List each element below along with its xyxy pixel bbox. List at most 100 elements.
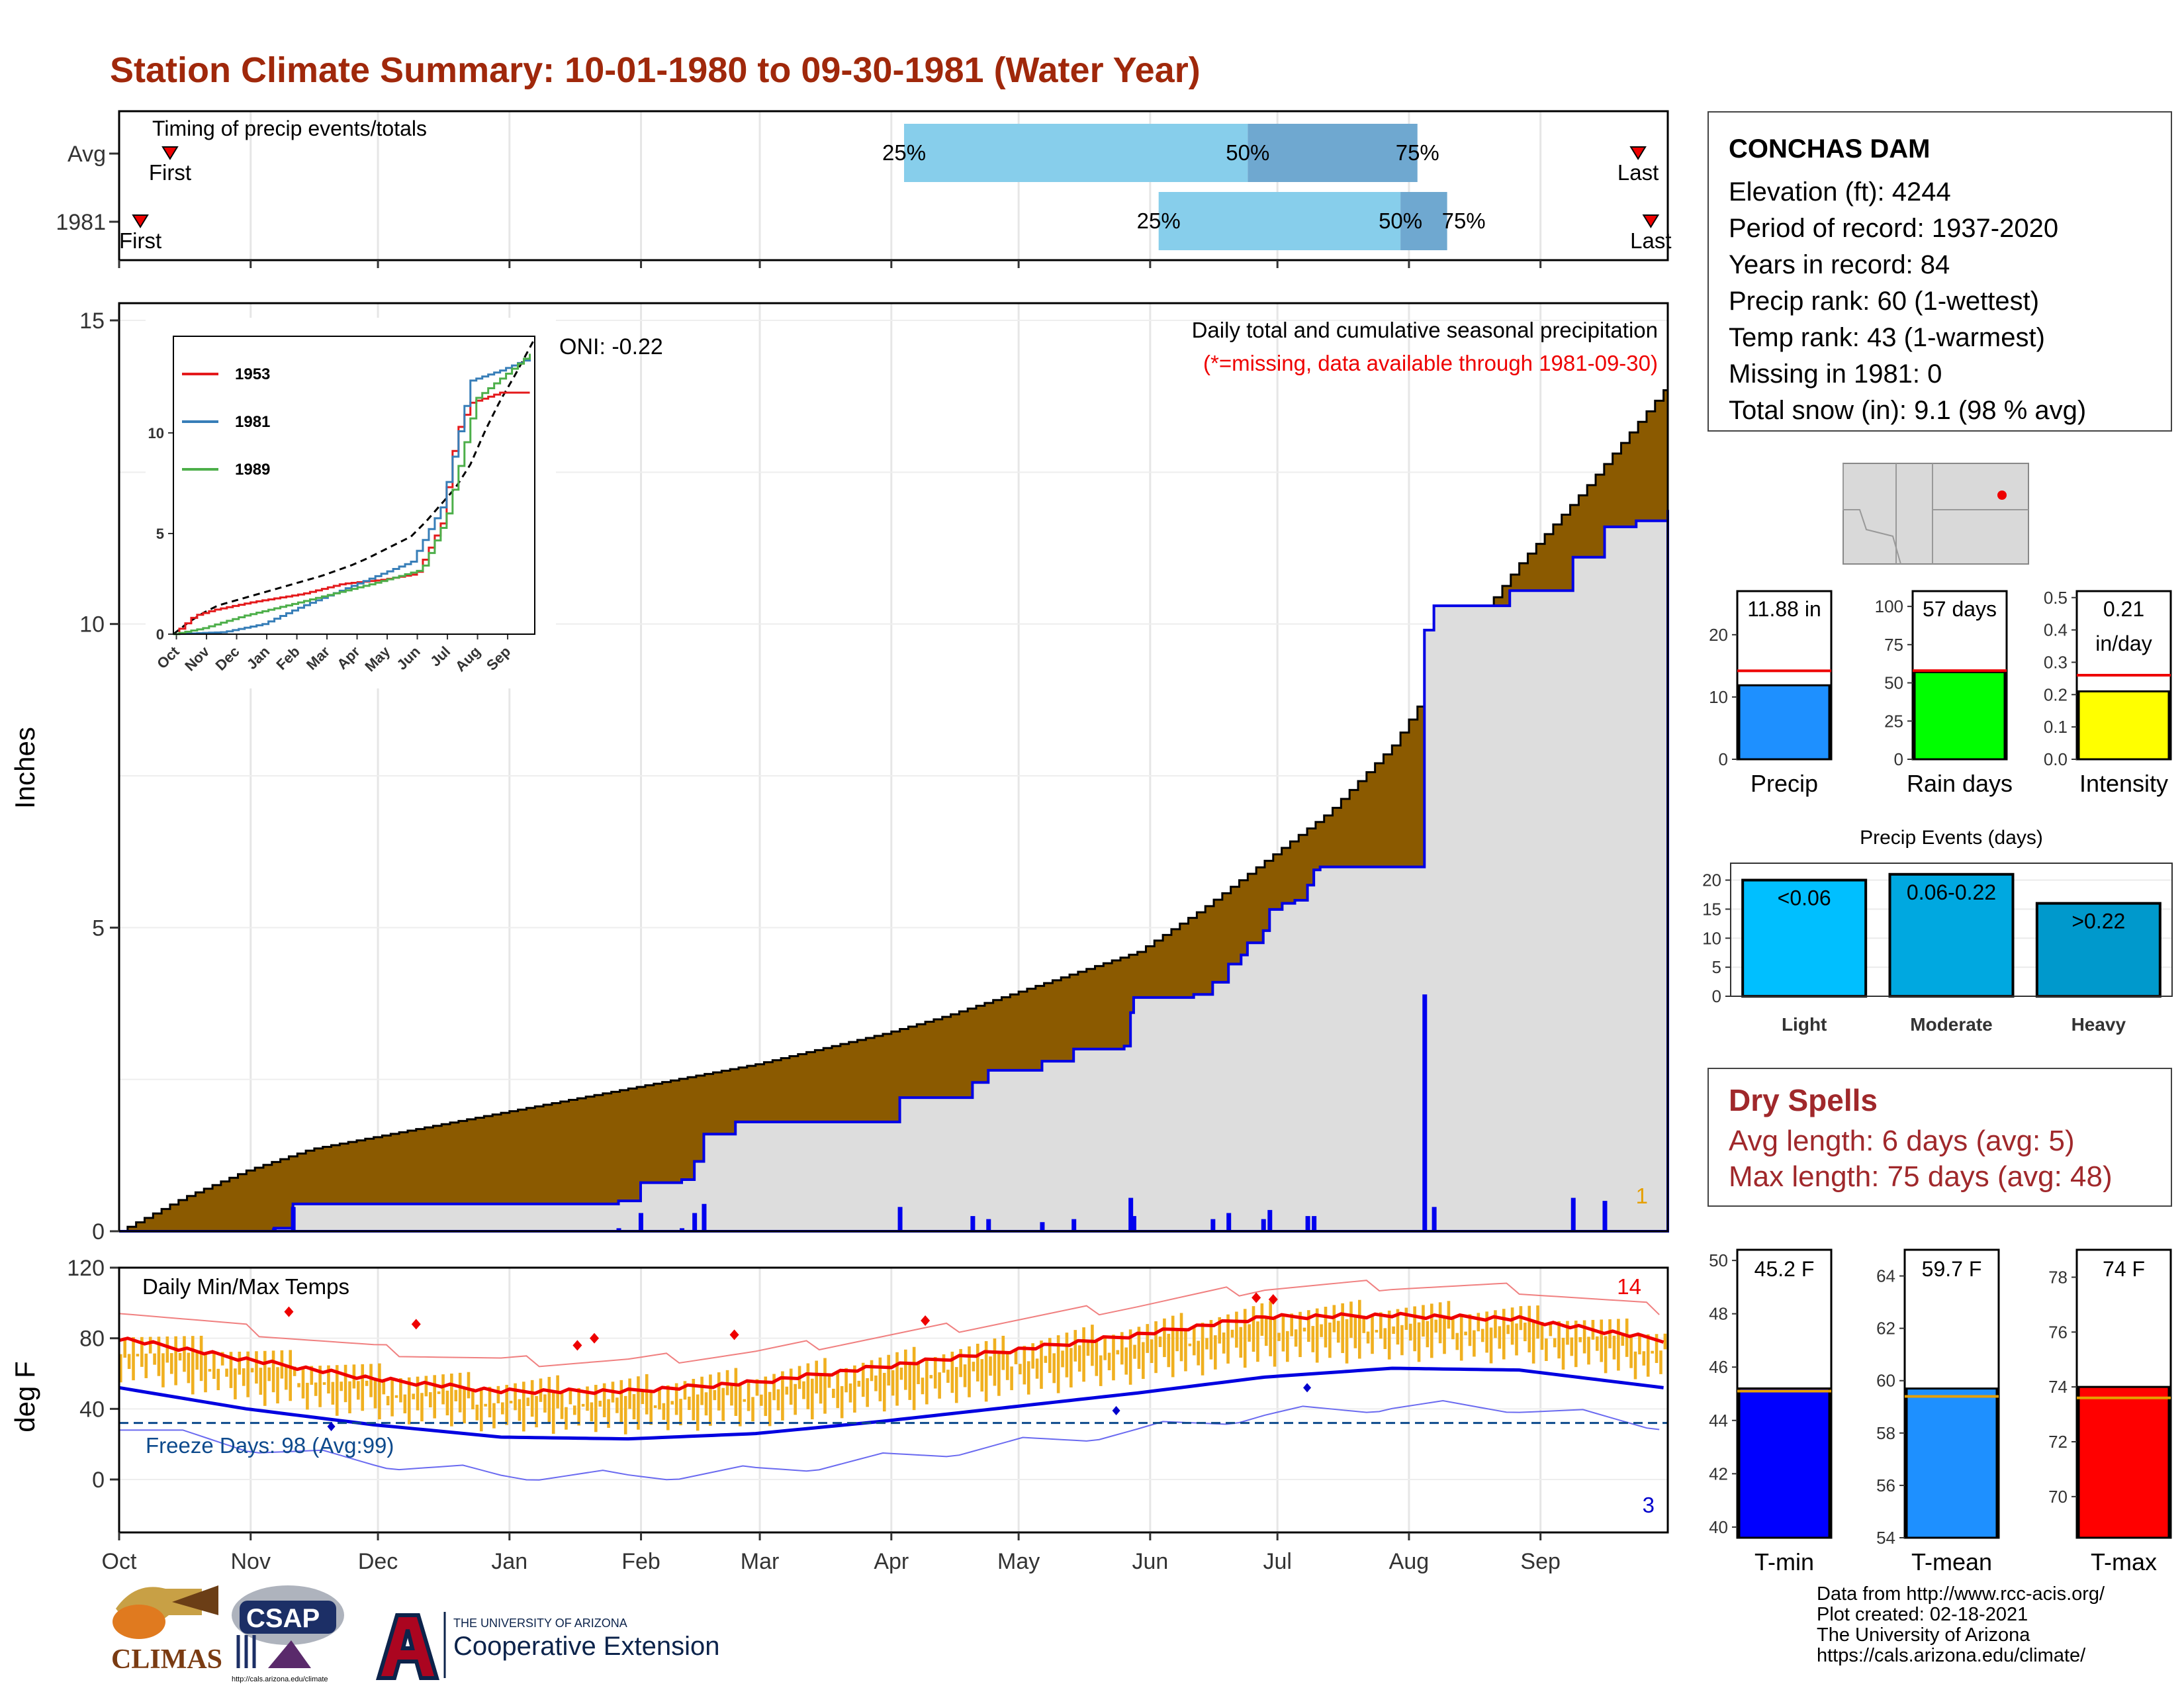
- temp-bar-tick-label: 74: [2048, 1377, 2068, 1397]
- daily-temp-bar: [1256, 1321, 1259, 1362]
- daily-temp-bar: [1277, 1333, 1281, 1341]
- events-category: Light: [1782, 1014, 1827, 1035]
- inset-y-label: 10: [148, 425, 164, 442]
- daily-temp-bar: [802, 1381, 805, 1399]
- daily-temp-bar: [1044, 1356, 1048, 1363]
- daily-temp-bar: [586, 1386, 589, 1411]
- daily-temp-bar: [225, 1368, 228, 1377]
- mini-bar-tick-label: 0.2: [2044, 684, 2068, 704]
- daily-temp-bar: [878, 1357, 882, 1401]
- daily-temp-bar: [1205, 1338, 1208, 1350]
- temp-bar-tick-label: 64: [1876, 1266, 1895, 1286]
- figure-title: Station Climate Summary: 10-01-1980 to 0…: [110, 50, 1201, 90]
- daily-temp-bar: [276, 1367, 279, 1404]
- daily-precip-bar: [970, 1216, 976, 1231]
- daily-temp-bar: [340, 1382, 343, 1391]
- daily-temp-bar: [739, 1383, 742, 1427]
- daily-temp-bar: [327, 1365, 330, 1394]
- daily-temp-bar: [174, 1336, 177, 1385]
- daily-temp-bar: [1010, 1366, 1013, 1391]
- daily-temp-bar: [1527, 1305, 1531, 1352]
- temp-bar-value-label: 59.7 F: [1922, 1257, 1982, 1281]
- daily-temp-bar: [755, 1379, 759, 1396]
- daily-temp-bar: [1218, 1317, 1222, 1344]
- inset-legend-label: 1989: [235, 461, 270, 479]
- ua-top-text: THE UNIVERSITY OF ARIZONA: [453, 1617, 627, 1630]
- daily-temp-bar: [1158, 1336, 1162, 1347]
- daily-temp-bar: [1188, 1343, 1192, 1346]
- record-high-marker: [921, 1315, 931, 1326]
- daily-temp-bar: [1366, 1331, 1370, 1344]
- daily-temp-bar: [463, 1389, 466, 1424]
- temp-panel: 0 40 80 120 deg F Daily Min/Max Temps Freez…: [9, 1256, 1669, 1534]
- daily-temp-bar: [954, 1367, 958, 1403]
- daily-temp-bar: [1617, 1319, 1620, 1371]
- timing-panel: Avg 25% 50% 75% First Last 1981 25% 50% 75% First L…: [56, 110, 1672, 261]
- daily-temp-bar: [1184, 1328, 1187, 1372]
- credits: Data from http://www.rcc-acis.org/ Plot …: [1817, 1584, 2105, 1666]
- daily-temp-bar: [475, 1404, 479, 1421]
- daily-temp-bar: [403, 1394, 407, 1414]
- daily-temp-bar: [840, 1385, 844, 1419]
- daily-temp-bar: [1005, 1351, 1009, 1380]
- daily-temp-bar: [904, 1349, 907, 1390]
- daily-temp-bar: [1243, 1309, 1247, 1368]
- daily-temp-bar: [467, 1372, 471, 1399]
- daily-temp-bar: [1515, 1323, 1518, 1356]
- daily-temp-bar: [891, 1370, 895, 1396]
- daily-temp-bar: [1248, 1324, 1251, 1342]
- daily-temp-bar: [1069, 1348, 1073, 1387]
- timing-p25-label: 25%: [1137, 209, 1181, 233]
- daily-temp-bar: [1095, 1340, 1099, 1376]
- daily-temp-bar: [1443, 1318, 1446, 1354]
- daily-temp-bar: [598, 1401, 602, 1407]
- daily-temp-bar: [963, 1364, 967, 1387]
- daily-temp-bar: [1311, 1326, 1315, 1352]
- daily-temp-bar: [373, 1380, 377, 1409]
- temp-bar-tick-label: 50: [1709, 1250, 1728, 1270]
- daily-temp-bar: [1298, 1311, 1302, 1358]
- daily-temp-bar: [357, 1381, 360, 1400]
- daily-temp-bar: [1387, 1310, 1391, 1360]
- record-high-marker: [284, 1306, 294, 1317]
- mini-bar-tick-label: 0: [1719, 749, 1728, 769]
- daily-temp-bar: [832, 1388, 835, 1398]
- daily-temp-bar: [1209, 1320, 1213, 1360]
- mini-bar-tick-label: 100: [1875, 596, 1903, 616]
- mini-bar-value-label: 11.88 in: [1747, 597, 1821, 621]
- record-high-marker: [1268, 1294, 1278, 1305]
- daily-temp-bar: [1502, 1309, 1506, 1360]
- dry-spells-box: Dry Spells Avg length: 6 days (avg: 5) M…: [1707, 1068, 2172, 1207]
- daily-temp-bar: [450, 1374, 453, 1427]
- daily-temp-bar: [1494, 1310, 1497, 1338]
- daily-temp-bar: [815, 1360, 818, 1394]
- daily-temp-bar: [1473, 1330, 1476, 1357]
- events-title: Precip Events (days): [1860, 827, 2043, 849]
- precip-rank-line: Precip rank: 60 (1-wettest): [1729, 287, 2040, 316]
- daily-temp-bar: [1281, 1315, 1285, 1352]
- mini-bar-value: [1913, 671, 2006, 761]
- daily-temp-bar: [692, 1379, 696, 1421]
- daily-temp-bar: [424, 1376, 428, 1397]
- daily-temp-bar: [1116, 1350, 1120, 1355]
- daily-temp-bar: [874, 1375, 878, 1391]
- daily-temp-bar: [1031, 1343, 1034, 1369]
- daily-temp-bar: [178, 1352, 182, 1361]
- daily-temp-bar: [861, 1362, 865, 1397]
- daily-temp-bar: [590, 1402, 594, 1422]
- daily-temp-bar: [1447, 1301, 1451, 1329]
- daily-temp-bar: [492, 1403, 496, 1429]
- csap-text: CSAP: [246, 1604, 320, 1633]
- daily-temp-bar: [204, 1352, 207, 1393]
- daily-temp-bar: [895, 1352, 899, 1406]
- daily-temp-bar: [306, 1382, 309, 1410]
- daily-temp-bar: [297, 1383, 300, 1387]
- daily-precip-bar: [702, 1203, 707, 1231]
- daily-temp-bar: [700, 1376, 704, 1405]
- daily-temp-bar: [615, 1397, 619, 1413]
- csap-url: http://cals.arizona.edu/climate: [232, 1675, 328, 1683]
- daily-temp-bar: [1422, 1305, 1425, 1337]
- daily-temp-bar: [259, 1368, 263, 1395]
- daily-temp-bar: [645, 1374, 649, 1415]
- timing-q50-q75-bar: [1248, 124, 1418, 182]
